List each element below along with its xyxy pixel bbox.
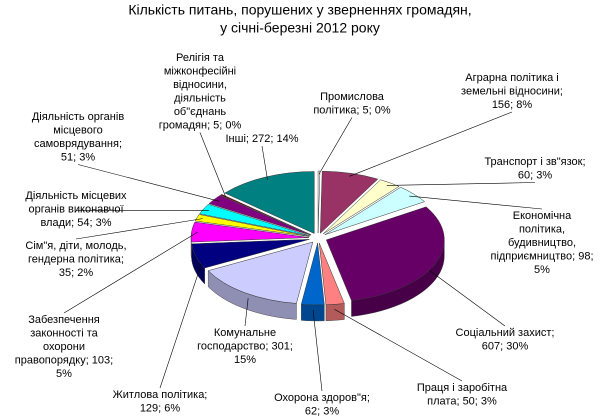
data-label: 5% — [534, 264, 550, 276]
data-label: Житлова політика; — [113, 389, 208, 401]
slice — [322, 179, 400, 235]
slice — [199, 204, 310, 237]
data-label: Охорона здоров"я; — [274, 392, 370, 404]
leader-line — [312, 309, 323, 392]
data-label: підприємництво; 98; — [490, 250, 593, 262]
slice — [300, 242, 325, 306]
leader-line — [318, 117, 353, 175]
data-label: відносини, — [173, 79, 227, 91]
slice — [219, 194, 312, 236]
pie-tops — [190, 170, 445, 306]
leader-line — [199, 132, 226, 197]
data-label: Діяльність органів — [32, 111, 124, 123]
slice — [318, 242, 345, 306]
data-label: господарство; 301; — [197, 340, 293, 352]
data-label: Транспорт і зв"язок; — [484, 156, 585, 168]
data-label: 35; 2% — [59, 267, 93, 279]
data-label: гендерна політика; — [28, 253, 124, 265]
data-label: 156; 8% — [492, 99, 533, 111]
data-label: самоврядування; — [34, 138, 122, 150]
data-label: Діяльність місцевих — [25, 190, 127, 202]
data-label: Соціальний захист; — [456, 327, 555, 339]
data-label: Забезпечення — [28, 314, 100, 326]
data-label: влади; 54; 3% — [40, 217, 111, 229]
data-label: 5% — [56, 368, 72, 380]
data-label: плата; 50; 3% — [427, 395, 497, 407]
leader-line — [409, 195, 543, 210]
slice-side — [301, 304, 325, 322]
data-label: Релігія та — [176, 52, 225, 64]
data-label: Праця і заробітна — [417, 382, 508, 394]
data-label: Інші; 272; 14% — [226, 133, 299, 145]
data-label: Аграрна політика і — [465, 72, 559, 84]
data-label: 607; 30% — [482, 340, 529, 352]
slice — [224, 171, 315, 234]
data-label: місцевого — [53, 124, 103, 136]
data-label: громадян; 5; 0% — [159, 119, 242, 131]
pie-sides — [190, 237, 445, 322]
slice — [207, 241, 314, 304]
data-label: будивництво, — [508, 237, 576, 249]
leader-line — [244, 298, 249, 327]
data-label: Комунальне — [214, 327, 276, 339]
slice — [208, 195, 311, 236]
data-label: політика, — [519, 223, 565, 235]
data-label: Економічна — [513, 210, 572, 222]
leader-line — [386, 182, 536, 186]
leader-line — [77, 164, 220, 202]
data-label: політика; 5; 0% — [313, 104, 391, 116]
slice — [325, 206, 445, 301]
chart-title: у січні-березні 2012 року — [220, 20, 380, 36]
data-label: земельні відносини; — [461, 85, 563, 97]
chart-title: Кількість питань, порушених у зверненнях… — [128, 2, 471, 18]
data-label: охорони — [43, 341, 85, 353]
data-label: об"єднань — [174, 106, 227, 118]
data-label: правопорядку; 103; — [15, 354, 113, 366]
data-label: 60; 3% — [518, 169, 552, 181]
data-label: 15% — [234, 354, 256, 366]
leader-line — [159, 263, 202, 389]
data-label: міжконфесійні — [164, 65, 236, 77]
leader-line — [63, 231, 198, 314]
data-label: 62; 3% — [305, 405, 339, 417]
slice — [317, 170, 321, 234]
leader-line — [349, 111, 513, 177]
data-label: Промислова — [320, 91, 385, 103]
data-label: 51; 3% — [61, 151, 95, 163]
data-label: діяльність — [174, 92, 226, 104]
slice — [324, 186, 426, 235]
slice-side — [325, 303, 345, 322]
data-label: законності та — [30, 327, 98, 339]
slice — [190, 221, 310, 243]
data-label: органів виконавчої — [28, 203, 123, 215]
leader-line — [429, 270, 506, 327]
slice — [320, 170, 379, 234]
data-label: 129; 6% — [140, 402, 181, 414]
data-label: Сім"я, діти, молодь, — [25, 240, 126, 252]
leader-line — [75, 218, 203, 240]
leader-line — [261, 145, 268, 181]
slice — [194, 214, 310, 237]
slice — [191, 239, 310, 269]
leader-line — [334, 308, 463, 382]
